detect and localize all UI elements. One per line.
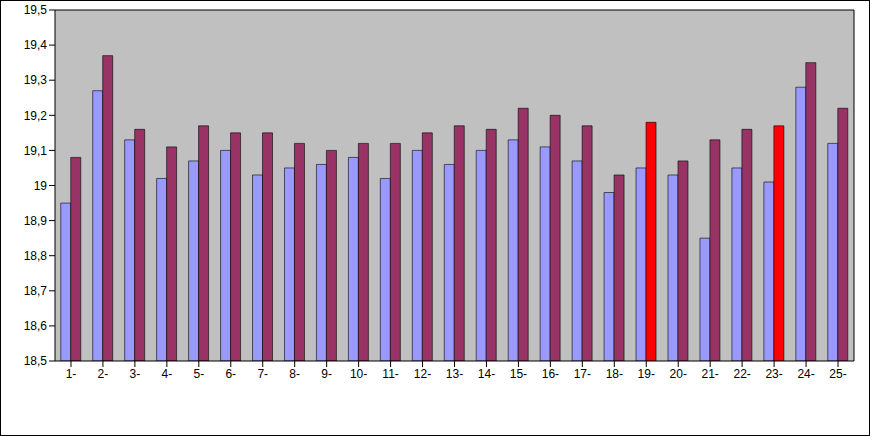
svg-text:13-: 13- (446, 367, 463, 381)
svg-text:19,1: 19,1 (24, 144, 48, 158)
svg-text:4-: 4- (162, 367, 173, 381)
svg-text:22-: 22- (733, 367, 750, 381)
svg-text:15-: 15- (510, 367, 527, 381)
svg-text:25-: 25- (829, 367, 846, 381)
svg-text:3-: 3- (130, 367, 141, 381)
svg-text:19,4: 19,4 (24, 38, 48, 52)
svg-text:19,2: 19,2 (24, 109, 48, 123)
svg-text:18-: 18- (606, 367, 623, 381)
svg-text:7-: 7- (257, 367, 268, 381)
svg-text:11-: 11- (382, 367, 398, 381)
svg-text:19: 19 (34, 179, 48, 193)
svg-text:12-: 12- (414, 367, 431, 381)
svg-text:21-: 21- (702, 367, 719, 381)
svg-text:8-: 8- (289, 367, 300, 381)
svg-text:19-: 19- (638, 367, 655, 381)
svg-text:18,6: 18,6 (24, 319, 48, 333)
svg-text:1-: 1- (66, 367, 77, 381)
svg-text:19,5: 19,5 (24, 3, 48, 17)
svg-text:17-: 17- (574, 367, 591, 381)
svg-text:2-: 2- (98, 367, 109, 381)
svg-text:6-: 6- (225, 367, 236, 381)
svg-text:18,5: 18,5 (24, 354, 48, 368)
svg-text:9-: 9- (321, 367, 332, 381)
svg-text:18,9: 18,9 (24, 214, 48, 228)
svg-text:16-: 16- (542, 367, 559, 381)
svg-text:24-: 24- (797, 367, 814, 381)
svg-text:23-: 23- (765, 367, 782, 381)
svg-text:19,3: 19,3 (24, 73, 48, 87)
svg-text:10-: 10- (350, 367, 367, 381)
svg-text:5-: 5- (193, 367, 204, 381)
svg-text:20-: 20- (670, 367, 687, 381)
svg-text:14-: 14- (478, 367, 495, 381)
svg-text:18,8: 18,8 (24, 249, 48, 263)
svg-text:18,7: 18,7 (24, 284, 48, 298)
